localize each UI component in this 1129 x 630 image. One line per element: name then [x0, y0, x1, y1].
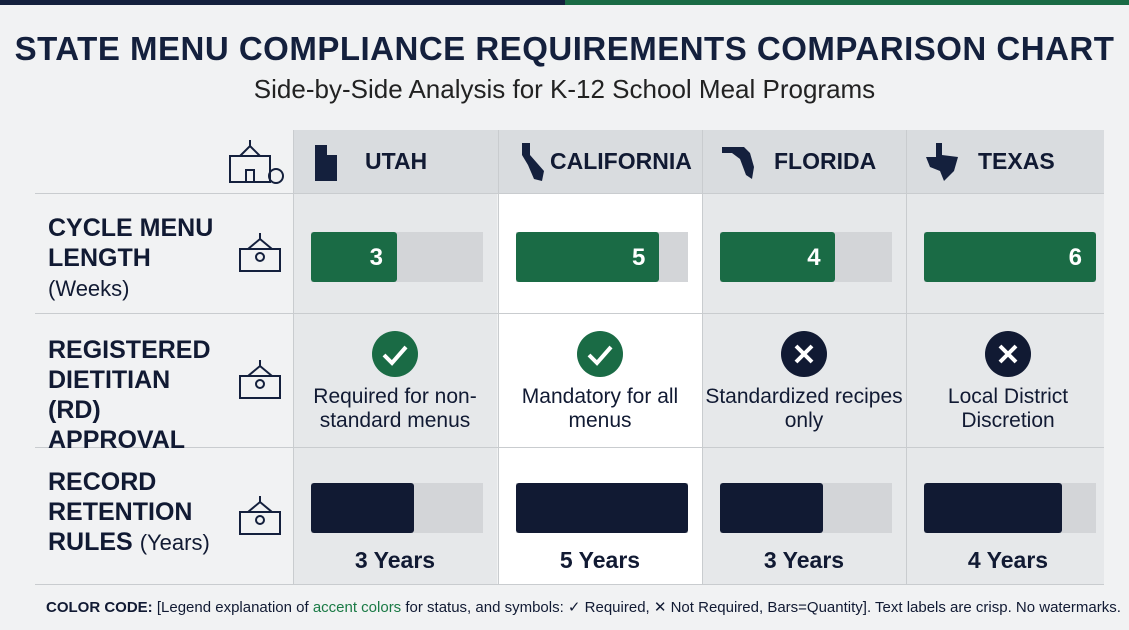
bar: 5 [516, 232, 660, 282]
state-name: FLORIDA [774, 148, 877, 174]
status-glyph [372, 331, 418, 377]
school-icon [236, 358, 284, 407]
school-glyph [239, 233, 281, 272]
row-label: CYCLE MENU LENGTH (Weeks) [48, 213, 228, 304]
bar [516, 483, 688, 533]
row-title: CYCLE MENU LENGTH [48, 214, 214, 272]
row-divider [35, 447, 1104, 448]
state-shape [722, 147, 754, 179]
legend-lead: COLOR CODE: [46, 599, 153, 616]
column-divider [293, 130, 294, 584]
school-glyph [239, 495, 281, 535]
state-icon [516, 141, 556, 188]
school-glyph [239, 360, 281, 399]
top-bar-green [565, 0, 1129, 5]
status-icon [780, 330, 828, 383]
status-icon [984, 330, 1032, 383]
value-label: 3 Years [763, 547, 845, 573]
row-unit: (Years) [139, 530, 210, 555]
status-note: Standardized recipes only [705, 385, 903, 432]
state-name: TEXAS [978, 148, 1055, 174]
status-note: Required for non-standard menus [313, 385, 477, 432]
legend-text: for status, and symbols: ✓ Required, ✕ N… [401, 599, 1121, 616]
bar-value: 6 [1068, 244, 1082, 271]
row-label: REGISTERED DIETITIAN (RD) APPROVAL [48, 335, 228, 455]
legend-accent: accent colors [312, 599, 402, 616]
value-label: 4 Years [967, 547, 1049, 573]
state-icon [311, 141, 351, 188]
state-name: UTAH [365, 148, 428, 174]
status-icon [371, 330, 419, 383]
bar-value: 4 [807, 244, 821, 271]
status-note: Local District Discretion [947, 385, 1069, 432]
subtitle: Side-by-Side Analysis for K-12 School Me… [253, 74, 876, 104]
bar [311, 483, 415, 533]
state-shape [315, 145, 337, 181]
state-shape [926, 143, 958, 181]
top-bar-navy [0, 0, 565, 5]
header-row [293, 130, 1104, 193]
state-icon [924, 141, 964, 188]
school-icon [236, 494, 284, 543]
bar [720, 483, 824, 533]
bar-value: 3 [369, 244, 383, 271]
status-glyph [577, 331, 623, 377]
column-divider [498, 130, 499, 584]
legend-text: [Legend explanation of [156, 599, 313, 616]
row-divider [35, 313, 1104, 314]
status-glyph [985, 331, 1031, 377]
row-title: RECORD RETENTION RULES [48, 468, 193, 556]
status-note: Mandatory for all menus [521, 385, 679, 432]
school-icon [229, 140, 284, 184]
state-icon [720, 141, 760, 188]
column-divider [906, 130, 907, 584]
row-divider [35, 584, 1104, 585]
row-label: RECORD RETENTION RULES (Years) [48, 467, 228, 558]
row-divider [35, 193, 1104, 194]
bar: 4 [720, 232, 835, 282]
column-divider [702, 130, 703, 584]
state-name: CALIFORNIA [550, 148, 692, 174]
row-title: REGISTERED DIETITIAN (RD) APPROVAL [48, 336, 211, 454]
row-unit: (Weeks) [48, 276, 130, 301]
legend: COLOR CODE: [Legend explanation of accen… [46, 598, 1121, 616]
status-glyph [781, 331, 827, 377]
bar: 3 [311, 232, 397, 282]
value-label: 5 Years [559, 547, 641, 573]
bar [924, 483, 1062, 533]
state-shape [522, 143, 544, 181]
title: STATE MENU COMPLIANCE REQUIREMENTS COMPA… [14, 30, 1115, 67]
school-icon [236, 231, 284, 280]
value-label: 3 Years [354, 547, 436, 573]
bar: 6 [924, 232, 1096, 282]
status-icon [576, 330, 624, 383]
bar-value: 5 [631, 244, 646, 271]
